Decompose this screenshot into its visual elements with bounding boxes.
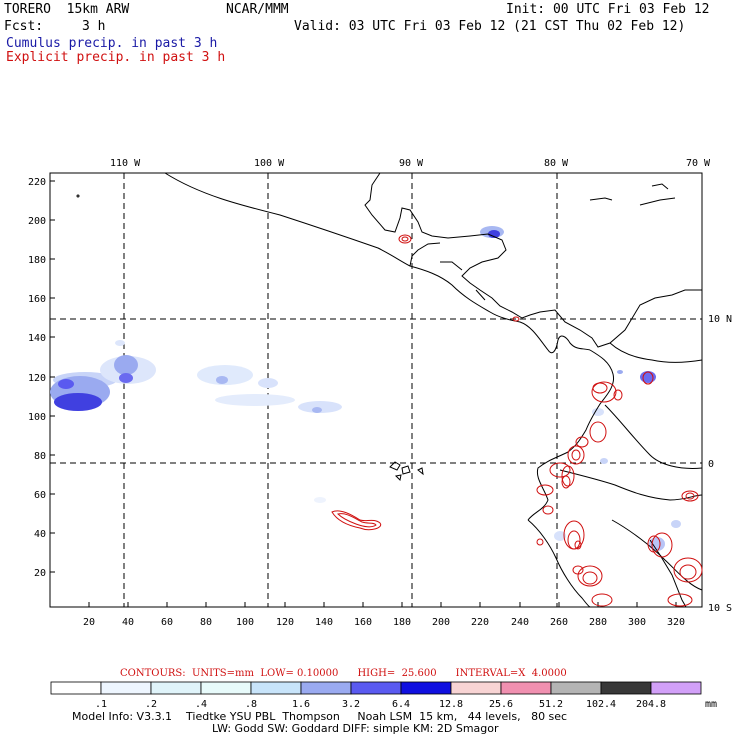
svg-text:60: 60 [161,617,173,628]
svg-text:220: 220 [28,177,46,188]
svg-text:140: 140 [28,333,46,344]
svg-text:160: 160 [28,294,46,305]
lon-label-90w: 90 W [399,158,424,169]
colorbar-swatch [500,681,552,695]
svg-text:20: 20 [83,617,95,628]
svg-text:80: 80 [200,617,212,628]
colorbar-swatch [550,681,602,695]
colorbar-swatch [200,681,252,695]
colorbar-label: 6.4 [392,699,410,710]
colorbar-label: .2 [145,699,157,710]
colorbar-swatch [150,681,202,695]
colorbar-label: 1.6 [292,699,310,710]
svg-text:40: 40 [122,617,134,628]
valid-time: Valid: 03 UTC Fri 03 Feb 12 (21 CST Thu … [294,19,686,34]
colorbar-label: 51.2 [539,699,563,710]
svg-text:60: 60 [34,490,46,501]
model-info: Model Info: V3.3.1 Tiedtke YSU PBL Thomp… [72,711,567,735]
svg-text:140: 140 [315,617,333,628]
y-tick-labels: 220 200 180 160 140 120 100 80 60 40 20 [28,177,46,579]
colorbar-label: 25.6 [489,699,513,710]
svg-text:180: 180 [393,617,411,628]
colorbar-unit: mm [705,699,717,710]
y-tick-marks [50,180,55,573]
svg-text:260: 260 [550,617,568,628]
lat-label-10n: 10 N [708,314,732,325]
colorbar-label: 3.2 [342,699,360,710]
init-time: Init: 00 UTC Fri 03 Feb 12 [506,2,710,17]
colorbar-swatch [600,681,652,695]
lon-label-80w: 80 W [544,158,569,169]
colorbar-label: 102.4 [586,699,616,710]
lat-label-10s: 10 S [708,603,732,614]
colorbar-label: .1 [95,699,107,710]
graticule [50,173,702,607]
colorbar-label: 12.8 [439,699,463,710]
fcst-value: 3 h [82,19,106,34]
map-frame [49,172,703,608]
svg-text:180: 180 [28,255,46,266]
svg-text:100: 100 [28,412,46,423]
legend-explicit: Explicit precip. in past 3 h [6,50,226,65]
svg-text:20: 20 [34,568,46,579]
model-title: TORERO 15km ARW [4,2,130,17]
svg-text:300: 300 [628,617,646,628]
colorbar-label: 204.8 [636,699,666,710]
colorbar-swatch [50,681,102,695]
contour-info: CONTOURS: UNITS=mm LOW= 0.10000 HIGH= 25… [120,668,567,679]
center-label: NCAR/MMM [226,2,289,17]
svg-text:120: 120 [28,373,46,384]
colorbar-labels: .1 .2 .4 .8 1.6 3.2 6.4 12.8 25.6 51.2 102.4 204.8 [95,699,666,710]
lon-label-100w: 100 W [254,158,285,169]
model-info-line1: Model Info: V3.3.1 Tiedtke YSU PBL Thomp… [72,710,568,723]
svg-text:40: 40 [34,529,46,540]
colorbar-swatch [250,681,302,695]
colorbar-swatch [100,681,152,695]
explicit-precip-contours [331,234,703,607]
model-info-line2: LW: Godd SW: Goddard DIFF: simple KM: 2D… [212,722,499,735]
svg-text:280: 280 [589,617,607,628]
lat-label-0: 0 [708,459,714,470]
colorbar-label: .4 [195,699,207,710]
svg-text:220: 220 [471,617,489,628]
svg-text:200: 200 [432,617,450,628]
colorbar-swatch [350,681,402,695]
x-tick-labels: 20 40 60 80 100 120 140 160 180 200 220 … [83,617,685,628]
colorbar-swatch [650,681,702,695]
svg-text:100: 100 [236,617,254,628]
lon-label-70w: 70 W [686,158,711,169]
colorbar-swatch [400,681,452,695]
lat-labels: 10 N 0 10 S [708,314,732,614]
colorbar-label: .8 [245,699,257,710]
svg-text:320: 320 [667,617,685,628]
colorbar-swatch [450,681,502,695]
coastlines [76,172,703,608]
legend-cumulus: Cumulus precip. in past 3 h [6,36,218,51]
fcst-label: Fcst: [4,19,44,34]
cumulus-precip-areas [50,226,681,551]
colorbar: .1.2.4.8 1.6 3.2 6.4 12.8 25.6 51.2 102.4 204.8 … [50,681,717,710]
x-tick-marks [88,602,677,607]
svg-text:240: 240 [511,617,529,628]
colorbar-swatch [300,681,352,695]
svg-text:160: 160 [354,617,372,628]
lon-labels: 110 W 100 W 90 W 80 W 70 W [110,158,711,169]
svg-text:200: 200 [28,216,46,227]
svg-text:120: 120 [276,617,294,628]
svg-text:80: 80 [34,451,46,462]
lon-label-110w: 110 W [110,158,141,169]
colorbar-swatches [50,681,702,695]
